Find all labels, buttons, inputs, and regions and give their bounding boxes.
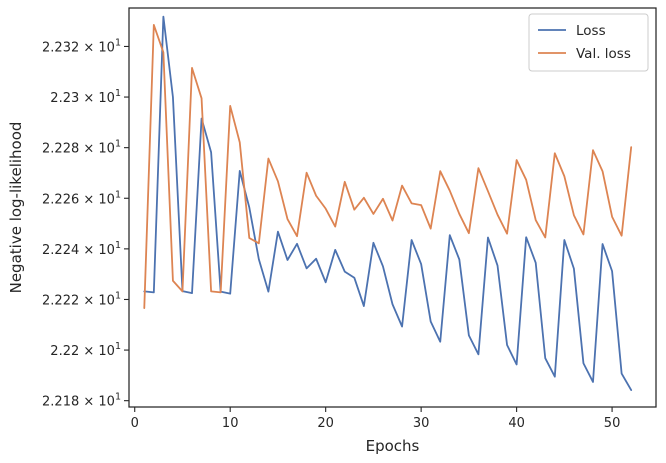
y-axis: 2.218 × 101 2.22 × 101 2.222 × 101 2.224 × … <box>42 37 129 410</box>
x-tick-label: 0 <box>131 416 139 431</box>
y-axis-label: Negative log-likelihood <box>7 122 25 294</box>
y-tick-label: 2.232 × 101 <box>42 37 121 55</box>
x-tick-label: 40 <box>508 416 525 431</box>
y-tick-label: 2.22 × 101 <box>50 341 121 359</box>
y-tick-label: 2.228 × 101 <box>42 139 121 157</box>
legend-label: Val. loss <box>576 46 631 62</box>
legend-box <box>528 13 649 72</box>
y-tick-label: 2.224 × 101 <box>42 240 121 258</box>
series-line-loss <box>143 15 633 391</box>
x-tick-label: 20 <box>317 416 334 431</box>
y-tick-label: 2.218 × 101 <box>42 392 121 410</box>
x-tick-label: 50 <box>604 416 621 431</box>
series-line-val-loss <box>143 24 633 309</box>
y-tick-label: 2.222 × 101 <box>42 290 121 308</box>
x-tick-label: 30 <box>413 416 430 431</box>
series-layer <box>143 15 633 391</box>
y-tick-label: 2.226 × 101 <box>42 189 121 207</box>
legend-label: Loss <box>576 23 606 39</box>
x-axis-label: Epochs <box>366 437 420 455</box>
plot-area-frame <box>128 7 657 408</box>
x-tick-label: 10 <box>222 416 239 431</box>
legend: Loss Val. loss <box>528 13 649 72</box>
y-tick-label: 2.23 × 101 <box>50 88 121 106</box>
x-axis: 0 10 20 30 40 50 <box>131 407 621 431</box>
